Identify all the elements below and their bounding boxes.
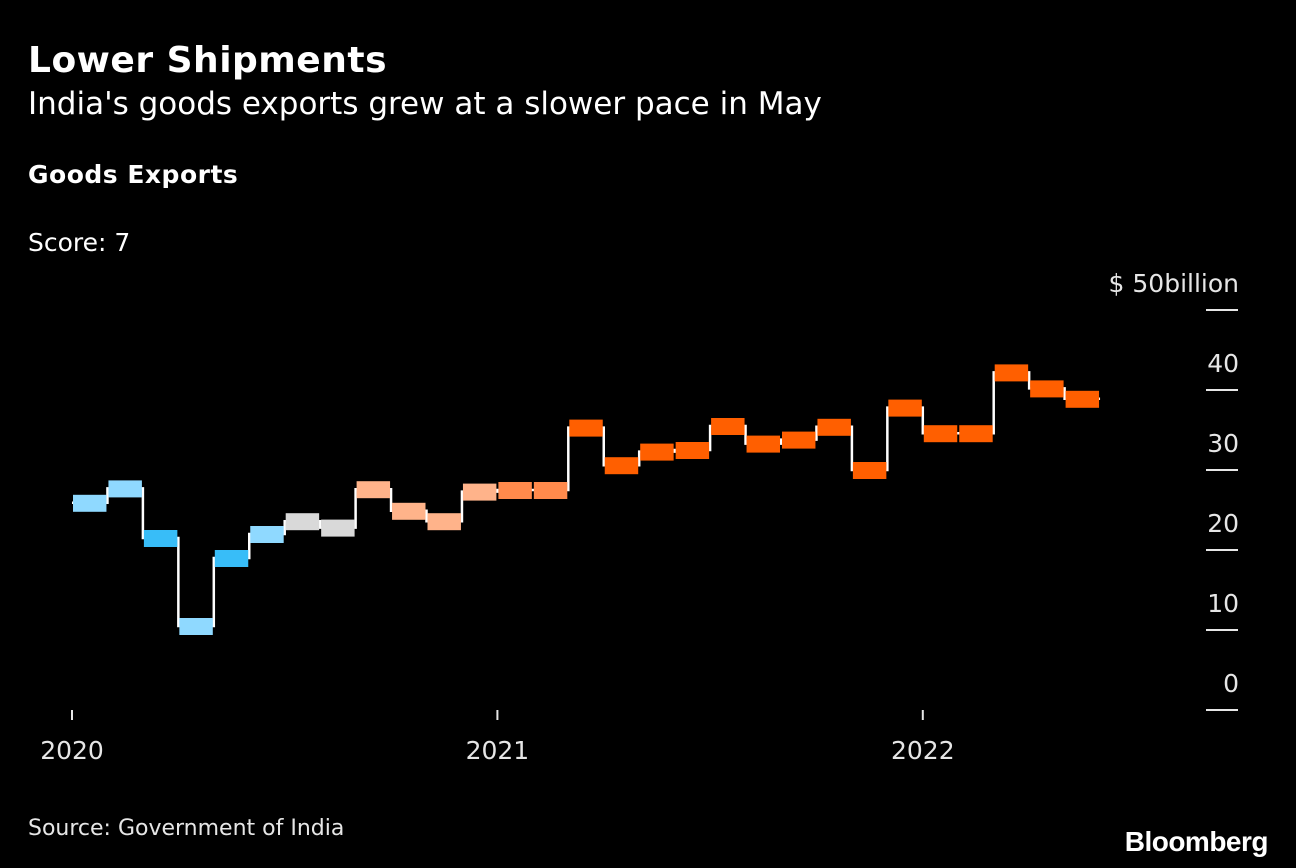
data-marker-2021-09	[782, 431, 816, 449]
y-tick-label: $ 50billion	[1109, 269, 1239, 298]
y-tick-label: 10	[1207, 589, 1239, 618]
data-marker-2021-04	[604, 457, 639, 475]
x-tick-label: 2022	[891, 736, 955, 765]
data-marker-2022-05	[1065, 390, 1100, 408]
x-axis: 2020 2021 2022	[40, 710, 955, 765]
data-marker-2021-05	[640, 443, 674, 461]
data-marker-2022-02	[959, 425, 993, 443]
data-marker-2021-12	[888, 399, 922, 417]
x-tick-label: 2021	[466, 736, 530, 765]
y-tick-label: 20	[1207, 509, 1239, 538]
data-marker-2021-10	[817, 418, 851, 436]
data-marker-2022-01	[923, 425, 958, 443]
data-marker-2021-02	[533, 482, 568, 499]
step-line	[72, 371, 1101, 628]
score-label: Score: 7	[28, 228, 131, 257]
data-marker-2021-08	[746, 435, 780, 453]
data-marker-2020-09	[356, 481, 391, 499]
data-marker-2021-06	[675, 442, 710, 459]
data-marker-2022-04	[1030, 380, 1064, 398]
y-tick-label: 30	[1207, 429, 1239, 458]
data-marker-2020-04	[179, 618, 213, 635]
panel-title: Goods Exports	[28, 160, 239, 189]
data-marker-2020-06	[250, 526, 284, 543]
data-marker-2021-07	[711, 418, 745, 435]
chart-subtitle: India's goods exports grew at a slower p…	[28, 86, 822, 122]
data-marker-2020-02	[108, 480, 142, 498]
data-marker-2020-05	[214, 550, 249, 567]
data-marker-2020-07	[285, 513, 320, 531]
source-note: Source: Government of India	[28, 816, 345, 841]
data-marker-2020-08	[321, 519, 355, 537]
step-line-path	[72, 371, 1101, 628]
data-marker-2020-01	[73, 494, 107, 512]
chart-title: Lower Shipments	[28, 40, 387, 81]
y-axis: 0 10 20 30 40 $ 50billion	[1109, 269, 1239, 711]
data-marker-2020-10	[392, 502, 426, 520]
bloomberg-logo: Bloomberg	[1124, 826, 1269, 857]
x-tick-label: 2020	[40, 736, 104, 765]
data-marker-2020-12	[462, 483, 497, 501]
data-marker-2022-03	[994, 364, 1029, 382]
data-markers	[73, 364, 1100, 635]
y-tick-label: 0	[1223, 669, 1239, 698]
data-marker-2021-11	[852, 462, 887, 479]
data-marker-2021-03	[569, 419, 603, 437]
data-marker-2020-11	[427, 513, 461, 531]
data-marker-2021-01	[498, 482, 532, 499]
y-tick-label: 40	[1207, 349, 1239, 378]
data-marker-2020-03	[143, 530, 178, 547]
